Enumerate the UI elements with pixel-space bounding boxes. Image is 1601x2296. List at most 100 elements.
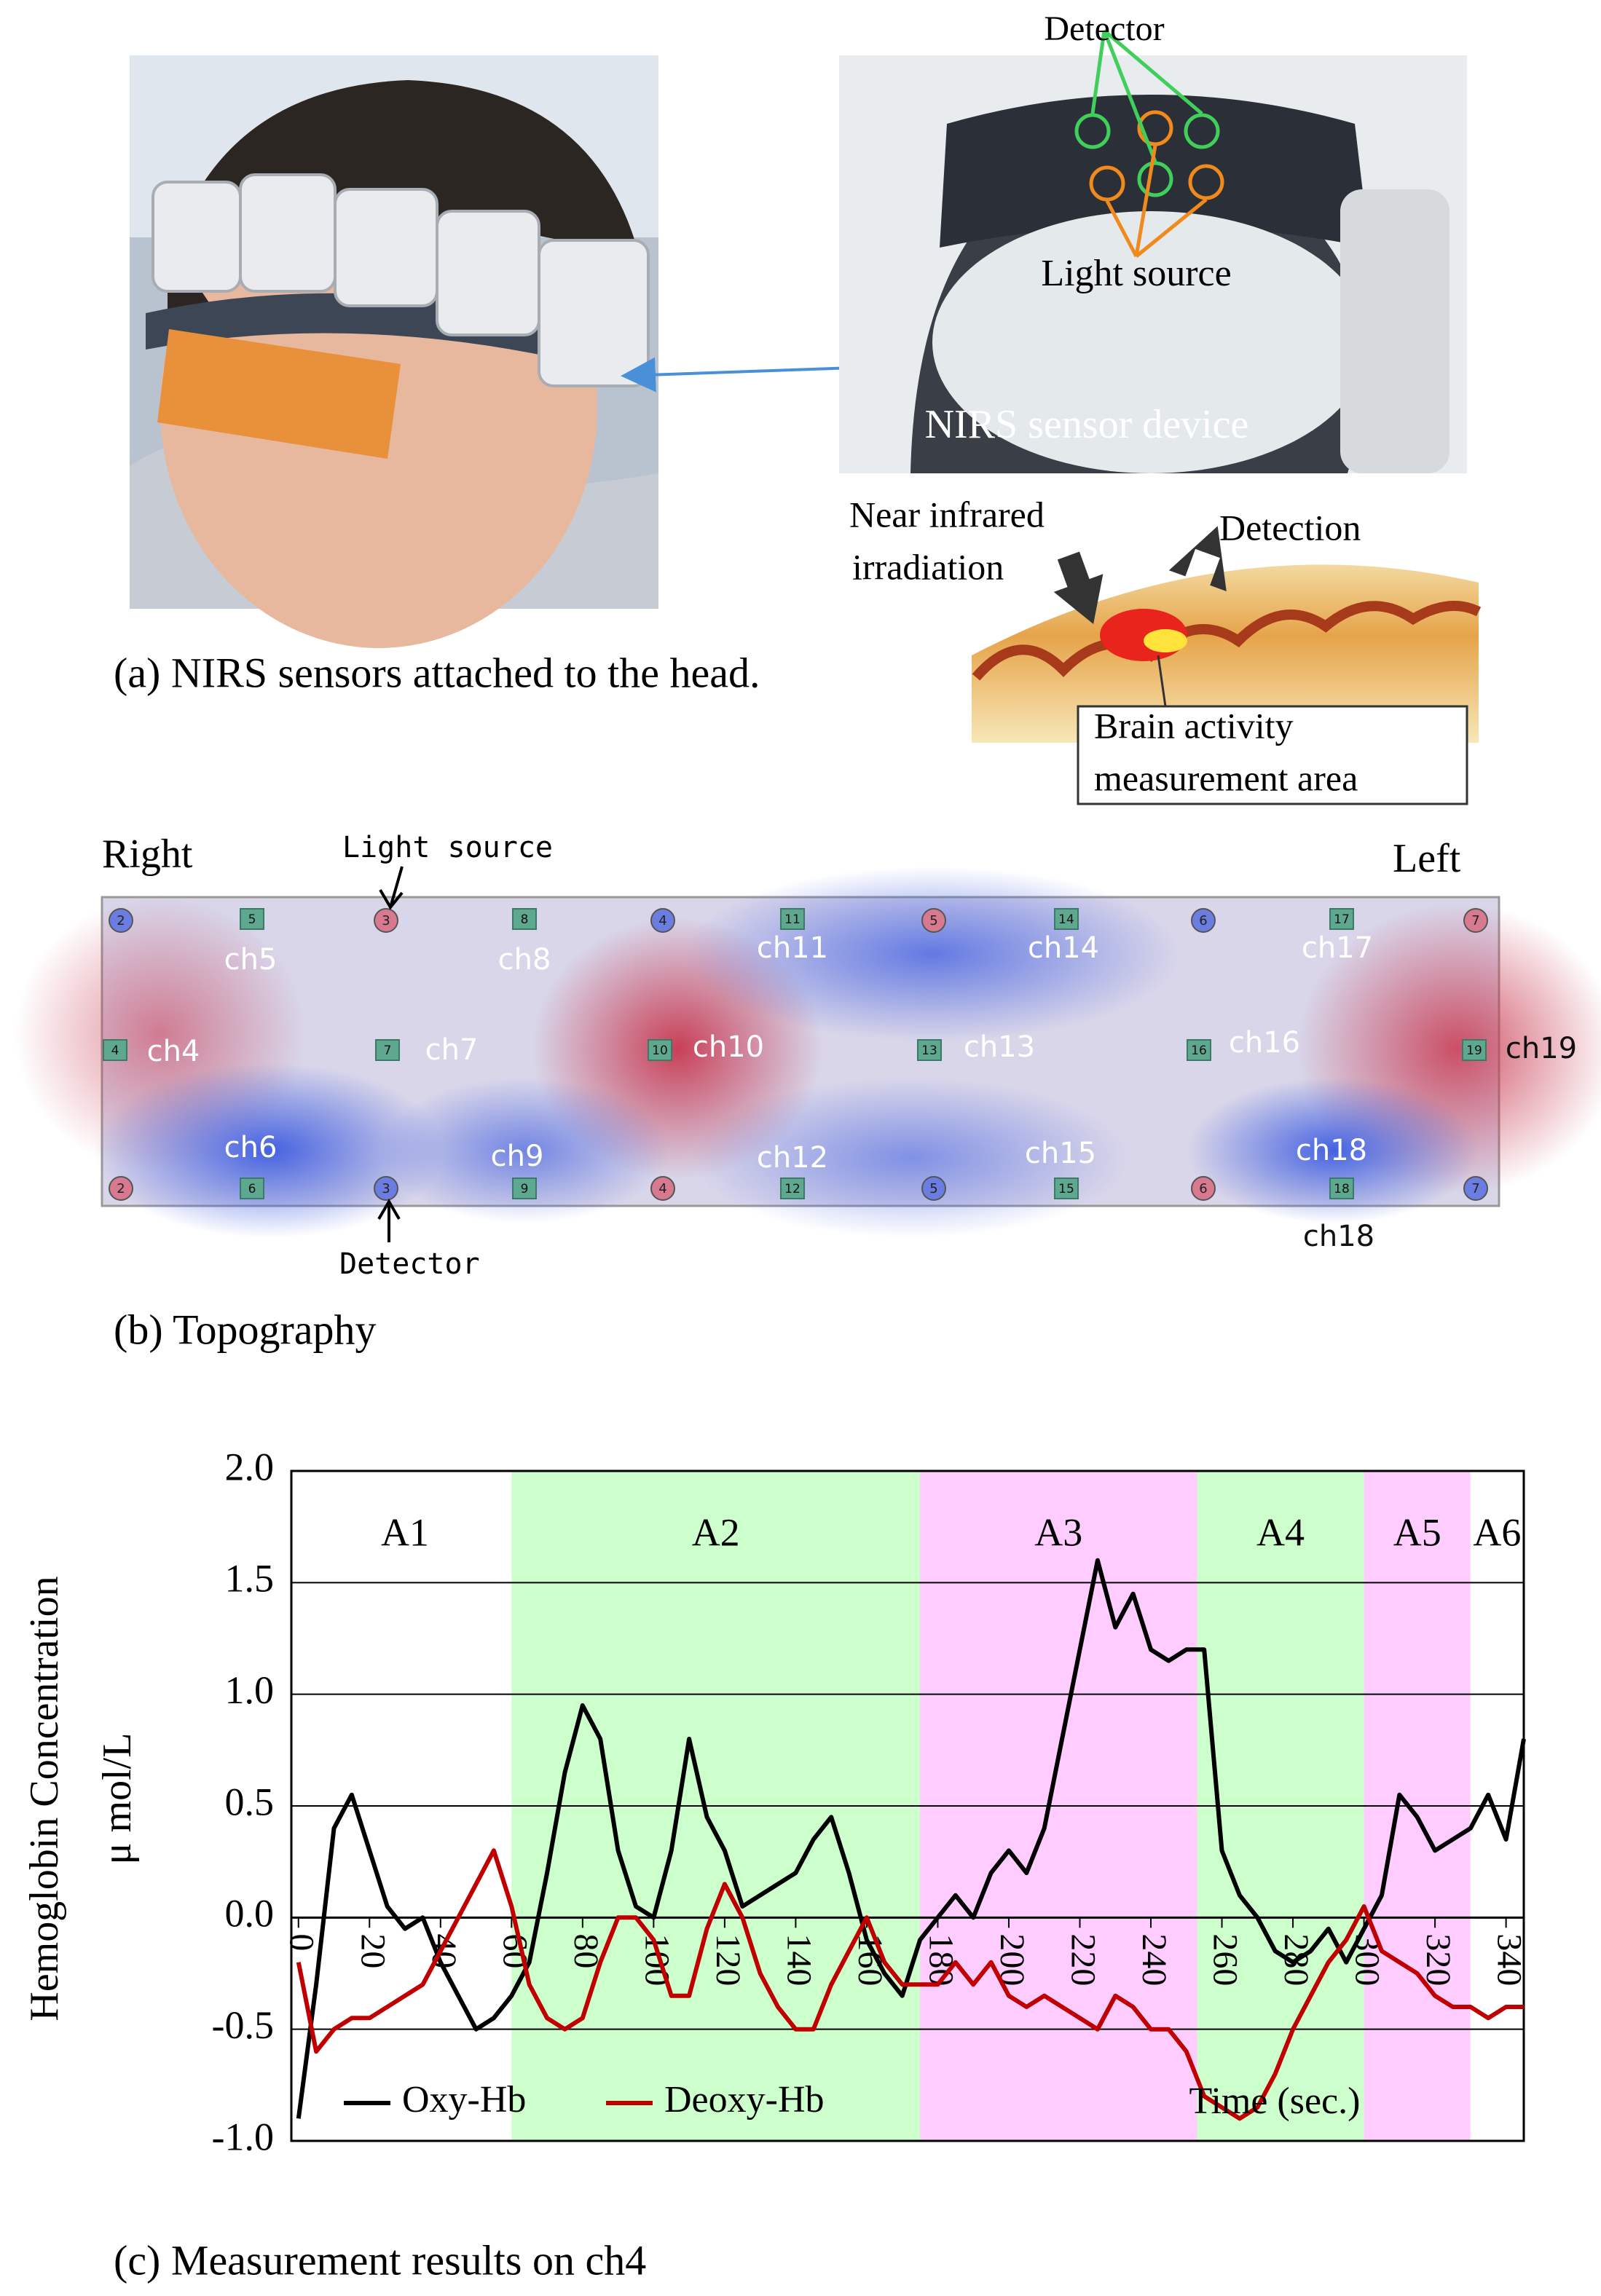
channel-marker [1054, 908, 1079, 930]
detector-label: Detector [339, 1247, 480, 1281]
right-label: Right [102, 832, 193, 877]
y-tick-label: 0.0 [225, 1892, 275, 1936]
optode-number: 7 [1471, 913, 1479, 928]
channel-label: ch9 [491, 1140, 544, 1173]
caption: (c) Measurement results on ch4 [114, 2236, 646, 2284]
channel-number: 9 [521, 1182, 529, 1196]
x-tick-label: 320 [1419, 1933, 1458, 1986]
channel-label: ch6 [224, 1131, 278, 1164]
channel-number: 4 [111, 1044, 119, 1058]
x-tick-label: 120 [709, 1933, 747, 1986]
channel-marker [917, 1039, 942, 1061]
optode-number: 6 [1199, 1181, 1207, 1196]
x-tick-label: 20 [353, 1933, 392, 1968]
legend-label: Deoxy-Hb [664, 2079, 825, 2121]
channel-label: ch14 [1028, 931, 1099, 965]
channel-label: ch16 [1229, 1026, 1300, 1060]
plot: A1 A2 A3 A4 A5 A6-1.0-0.50.00.51.01.52.00 20 40… [212, 1445, 1529, 2158]
brain-illustration [972, 526, 1482, 805]
optode-number: 5 [929, 1181, 937, 1196]
optode [374, 908, 398, 933]
channel-label: ch18 [1303, 1220, 1374, 1253]
y-tick-label: 1.5 [225, 1557, 275, 1601]
channel-marker [1329, 908, 1354, 930]
irradiation-label: Near infrared [849, 494, 1045, 534]
x-tick-label: 140 [779, 1933, 818, 1986]
series-line [296, 1848, 1524, 2121]
head-photo [130, 55, 1370, 648]
period-label: A1 [381, 1510, 429, 1554]
channel-label: ch12 [757, 1141, 828, 1175]
light-source-label: Light source [1041, 253, 1231, 294]
channel-number: 5 [248, 912, 256, 927]
x-tick-label: 240 [1135, 1933, 1173, 1986]
optode-number: 2 [117, 1181, 125, 1196]
optode-number: 3 [382, 1181, 390, 1196]
optode [1191, 1176, 1216, 1201]
y-tick-label: 2.0 [225, 1445, 275, 1488]
channel-number: 12 [784, 1182, 800, 1196]
light-source-label: Light source [342, 831, 553, 864]
channel-number: 19 [1466, 1044, 1482, 1058]
optode-number: 4 [658, 1181, 666, 1196]
channel-number: 8 [521, 912, 529, 927]
area-label: measurement area [1094, 757, 1358, 798]
period-label: A6 [1473, 1510, 1521, 1554]
irradiation-label: irradiation [852, 546, 1004, 587]
channel-number: 7 [384, 1044, 392, 1058]
optode-number: 5 [929, 913, 937, 928]
channel-number: 6 [248, 1182, 256, 1196]
optode-number: 3 [382, 913, 390, 928]
channel-number: 10 [652, 1044, 668, 1058]
x-tick-label: 100 [637, 1933, 676, 1986]
optode [109, 908, 133, 933]
pointer-arrow [379, 866, 404, 910]
channel-number: 14 [1058, 912, 1074, 927]
caption: (a) NIRS sensors attached to the head. [114, 649, 760, 696]
channel-number: 17 [1334, 912, 1350, 927]
x-tick-label: 340 [1490, 1933, 1529, 1986]
optode-number: 6 [1199, 913, 1207, 928]
optode [1463, 908, 1488, 933]
plot-border [290, 1469, 1525, 2142]
channel-label: ch15 [1025, 1137, 1096, 1170]
channel-marker [1187, 1039, 1211, 1061]
period-label: A3 [1034, 1510, 1082, 1554]
x-axis-label: Time (sec.) [1189, 2080, 1361, 2122]
detection-label: Detection [1219, 507, 1361, 548]
channel-label: ch10 [693, 1030, 764, 1064]
channel-marker [512, 908, 537, 930]
series-line [296, 1558, 1526, 2119]
x-tick-label: 300 [1348, 1933, 1387, 1986]
channel-marker [1054, 1177, 1079, 1199]
optode [650, 908, 675, 933]
channel-label: ch17 [1302, 931, 1373, 965]
period-label: A4 [1256, 1510, 1305, 1554]
optode-number: 7 [1471, 1181, 1479, 1196]
y-axis-label: Hemoglobin Concentration [22, 1576, 67, 2021]
device-photo: Detector Light source NIRS sensor device [839, 9, 1467, 473]
channel-number: 16 [1191, 1044, 1207, 1058]
x-tick-label: 260 [1206, 1933, 1245, 1986]
y-tick-label: 1.0 [225, 1668, 275, 1712]
channel-label: ch5 [224, 943, 278, 977]
channel-marker [1329, 1177, 1354, 1199]
left-label: Left [1393, 836, 1461, 881]
optode [1463, 1176, 1488, 1201]
optode [921, 908, 946, 933]
channel-number: 11 [784, 912, 800, 927]
channel-marker [648, 1039, 672, 1061]
channel-marker [103, 1039, 127, 1061]
y-tick-label: -1.0 [212, 2115, 274, 2158]
channel-marker [375, 1039, 400, 1061]
detector-label: Detector [1044, 9, 1164, 48]
optode-number: 4 [658, 913, 666, 928]
optode-number: 2 [117, 913, 125, 928]
channel-label: ch11 [757, 931, 828, 965]
pointer-arrow [377, 1199, 401, 1242]
channel-marker [780, 908, 805, 930]
channel-number: 18 [1334, 1182, 1350, 1196]
channel-marker [512, 1177, 537, 1199]
channel-number: 13 [921, 1044, 937, 1058]
